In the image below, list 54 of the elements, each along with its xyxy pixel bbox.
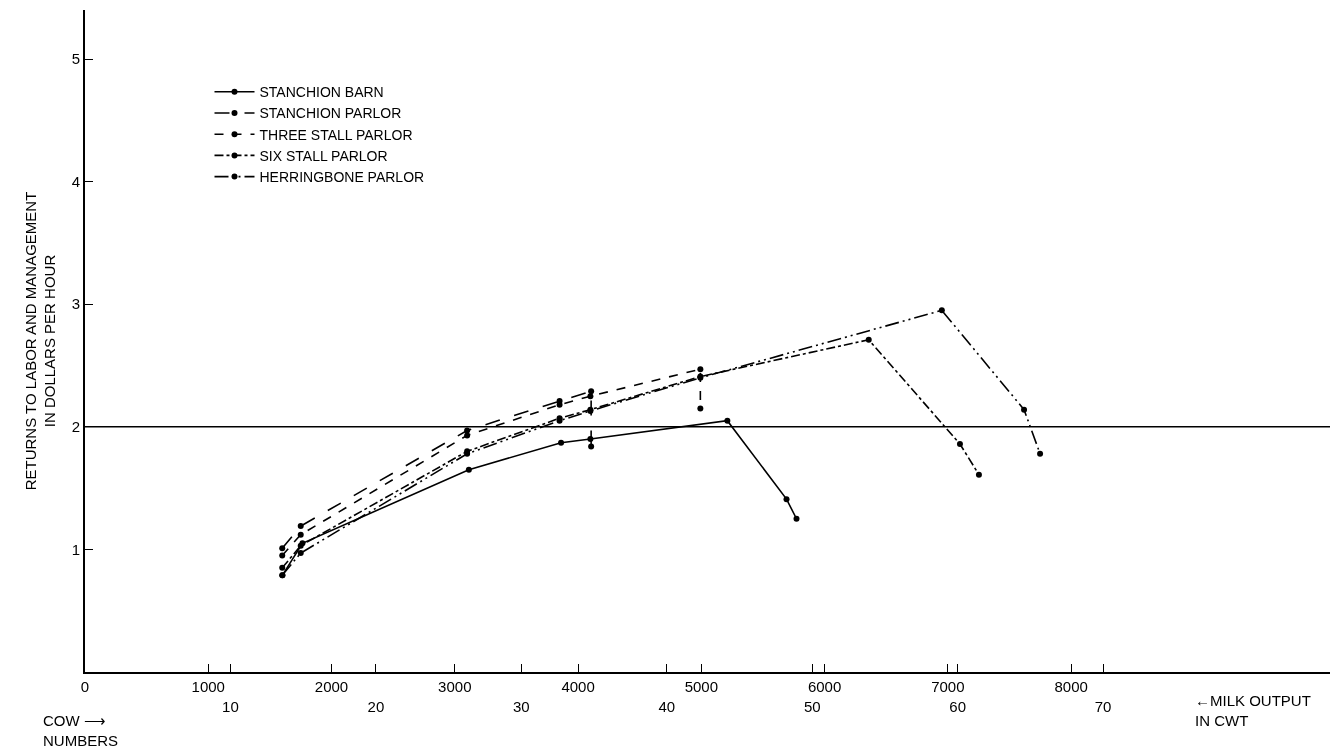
x-tick-label: 5000 [684, 678, 719, 695]
point [279, 564, 286, 571]
point [588, 388, 595, 395]
y-tick-label: 2 [71, 418, 80, 436]
x-tick-label: 0 [80, 678, 90, 695]
legend-label: SIX STALL PARLOR [259, 147, 388, 164]
point [279, 545, 286, 552]
point [975, 471, 982, 478]
point [279, 572, 286, 579]
legend-label: HERRINGBONE PARLOR [259, 169, 425, 186]
point [465, 466, 472, 473]
y-tick-label: 1 [71, 540, 80, 558]
x-tick-label: 1000 [191, 678, 225, 695]
point [1037, 450, 1044, 457]
x-tick-label: 8000 [1054, 678, 1088, 695]
x-axis-title: ←MILK OUTPUT IN CWT [1195, 692, 1311, 729]
x2-tick-label: 40 [658, 698, 676, 715]
point [956, 440, 963, 447]
point [588, 443, 595, 450]
point [724, 417, 731, 424]
y-tick-label: 3 [71, 295, 80, 313]
x2-tick-label: 10 [222, 698, 239, 715]
point [1021, 406, 1028, 413]
point [587, 393, 594, 400]
point [697, 366, 704, 373]
legend-label: THREE STALL PARLOR [259, 126, 413, 143]
x2-tick-label: 50 [803, 698, 821, 715]
point [464, 432, 471, 439]
point [697, 405, 704, 412]
point [865, 336, 872, 343]
point [297, 531, 304, 538]
legend-label: STANCHION BARN [259, 84, 384, 101]
y-axis-title: RETURNS TO LABOR AND MANAGEMENT IN DOLLARS PER HOUR [21, 191, 59, 491]
x-tick-label: 3000 [438, 678, 472, 695]
x-tick-label: 6000 [807, 678, 842, 695]
point [279, 552, 286, 559]
x2-tick-label: 20 [367, 698, 385, 715]
x2-tick-label: 30 [512, 698, 530, 715]
point [297, 523, 304, 530]
point [558, 439, 565, 446]
point [297, 550, 304, 557]
x2-axis-title: COW ⟶ NUMBERS [43, 712, 119, 749]
point [793, 515, 800, 522]
point [783, 496, 790, 503]
x-tick-label: 7000 [931, 678, 965, 695]
x2-tick-label: 70 [1094, 698, 1112, 715]
y-tick-label: 4 [71, 172, 80, 190]
x-tick-label: 2000 [314, 678, 349, 695]
legend-label: STANCHION PARLOR [259, 105, 402, 122]
x2-tick-label: 60 [949, 698, 966, 715]
point [938, 307, 945, 314]
x-tick-label: 4000 [561, 678, 595, 695]
point [464, 427, 471, 434]
y-tick-label: 5 [71, 50, 80, 68]
